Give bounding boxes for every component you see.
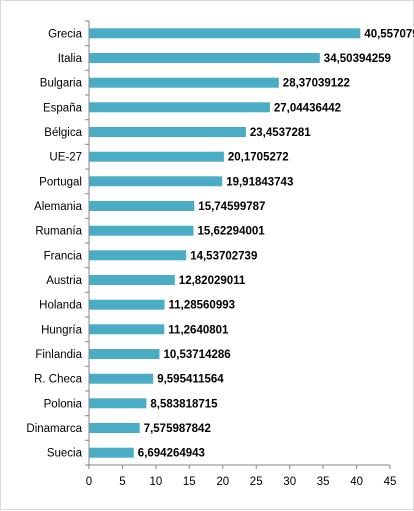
- category-label: Hungría: [41, 324, 83, 336]
- data-label: 8,583818715: [150, 398, 218, 410]
- category-label: Finlandia: [35, 349, 82, 361]
- data-label: 9,595411564: [157, 374, 224, 386]
- bar: [89, 373, 154, 384]
- bar: [89, 423, 140, 433]
- category-label: Alemania: [34, 201, 83, 213]
- data-label: 19,91843743: [226, 176, 293, 188]
- data-label: 20,1705272: [228, 152, 289, 164]
- data-label: 14,53702739: [190, 250, 257, 262]
- data-label: 6,694264943: [138, 448, 205, 460]
- bar: [89, 299, 165, 310]
- labels-layer: Grecia 40,55707955 Italia 34,50394259 Bulgar…: [26, 28, 414, 488]
- category-label: Holanda: [39, 300, 82, 312]
- bar: [89, 28, 361, 39]
- x-tick-label: 15: [183, 476, 196, 488]
- x-tick-label: 25: [250, 476, 263, 488]
- bar: [89, 201, 195, 211]
- x-tick-label: 35: [317, 476, 330, 488]
- x-tick-label: 45: [384, 476, 397, 488]
- bar: [89, 324, 165, 335]
- bar: [89, 275, 175, 285]
- x-tick-label: 20: [216, 476, 229, 488]
- category-label: Bulgaria: [40, 78, 83, 90]
- category-label: Rumanía: [35, 226, 82, 238]
- category-label: España: [43, 102, 83, 114]
- data-label: 15,62294001: [198, 226, 266, 238]
- bar: [89, 398, 147, 409]
- category-label: Francia: [44, 250, 83, 262]
- bar: [89, 151, 224, 162]
- category-label: Polonia: [44, 398, 83, 410]
- data-label: 28,37039122: [283, 78, 350, 90]
- x-tick-label: 10: [150, 476, 163, 488]
- bar: [89, 225, 194, 236]
- category-label: Suecia: [47, 448, 83, 460]
- category-label: R. Checa: [34, 374, 83, 386]
- category-label: UE-27: [49, 152, 82, 164]
- axis-layer: [85, 20, 391, 469]
- bar: [89, 53, 320, 63]
- x-tick-label: 0: [86, 476, 92, 488]
- category-label: Austria: [46, 275, 82, 287]
- category-label: Italia: [58, 53, 83, 65]
- bar: [89, 349, 160, 359]
- data-label: 15,74599787: [198, 201, 265, 213]
- category-label: Portugal: [39, 176, 82, 188]
- bar: [89, 77, 279, 88]
- x-tick-label: 40: [350, 476, 363, 488]
- bars-layer: [89, 28, 361, 458]
- category-label: Grecia: [48, 28, 82, 40]
- bar: [89, 176, 223, 187]
- bar: [89, 127, 246, 137]
- x-tick-label: 5: [119, 476, 125, 488]
- data-label: 11,28560993: [169, 300, 236, 312]
- data-label: 40,55707955: [364, 28, 414, 40]
- data-label: 34,50394259: [324, 53, 391, 65]
- bar: [89, 250, 187, 261]
- bar: [89, 102, 270, 113]
- x-tick-label: 30: [283, 476, 296, 488]
- data-label: 27,04436442: [274, 102, 341, 114]
- data-label: 7,575987842: [144, 423, 211, 435]
- category-label: Dinamarca: [26, 423, 82, 435]
- category-label: Bélgica: [44, 127, 82, 139]
- bar: [89, 447, 134, 458]
- data-label: 11,2640801: [168, 324, 229, 336]
- data-label: 12,82029011: [179, 275, 246, 287]
- data-label: 23,4537281: [250, 127, 311, 139]
- data-label: 10,53714286: [164, 349, 231, 361]
